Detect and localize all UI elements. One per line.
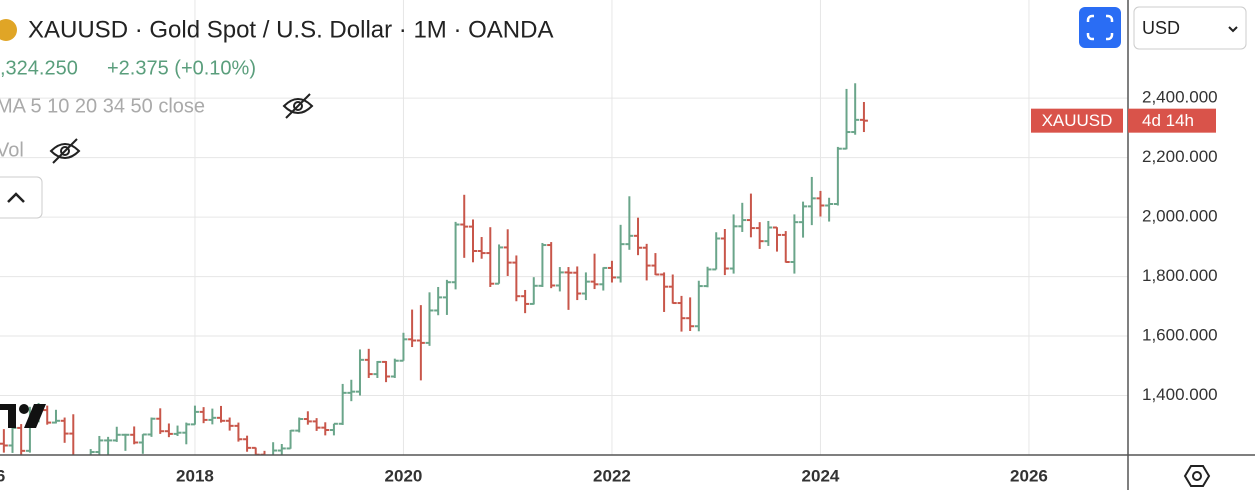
currency-text: USD (1142, 18, 1180, 38)
bars (0, 83, 868, 455)
countdown-box (1128, 108, 1216, 133)
y-tick-label: 2,000.000 (1142, 207, 1218, 226)
indicator-text: MA 5 10 20 34 50 close (0, 95, 205, 117)
x-tick-label: 2022 (593, 466, 631, 485)
x-tick-label: 2024 (802, 466, 840, 485)
price-tag-box (1031, 108, 1123, 133)
collapse-button[interactable] (0, 176, 43, 219)
axis-labels: 1,400.000 1,600.000 1,800.000 2,000.000 2,20… (0, 88, 1218, 486)
y-tick-label: 2,400.000 (1142, 88, 1218, 107)
price-tag: XAUUSD 4d 14h (1031, 108, 1216, 133)
change-text: +2.375 (+0.10%) (107, 57, 256, 79)
x-tick-label: 2016 (0, 466, 5, 485)
volume-text: Vol (0, 139, 24, 161)
hide-icon[interactable] (49, 138, 81, 164)
price-text: ,324.250 (0, 57, 78, 79)
y-tick-label: 1,600.000 (1142, 326, 1218, 345)
y-tick-label: 1,800.000 (1142, 266, 1218, 285)
x-tick-label: 2020 (385, 466, 423, 485)
grid (0, 0, 1128, 455)
fullscreen-button[interactable] (1079, 7, 1121, 48)
countdown-label: 4d 14h (1142, 111, 1194, 130)
symbol-icon (0, 19, 17, 41)
y-tick-label: 2,200.000 (1142, 147, 1218, 166)
chart-title: XAUUSD · Gold Spot / U.S. Dollar · 1M · … (28, 16, 553, 43)
price-tag-label: XAUUSD (1042, 111, 1113, 130)
settings-icon[interactable] (1183, 465, 1211, 487)
x-tick-label: 2018 (176, 466, 214, 485)
currency-dropdown[interactable] (1133, 6, 1247, 50)
logo (0, 404, 46, 428)
hide-icon[interactable] (282, 93, 314, 119)
x-tick-label: 2026 (1010, 466, 1048, 485)
y-tick-label: 1,400.000 (1142, 385, 1218, 404)
